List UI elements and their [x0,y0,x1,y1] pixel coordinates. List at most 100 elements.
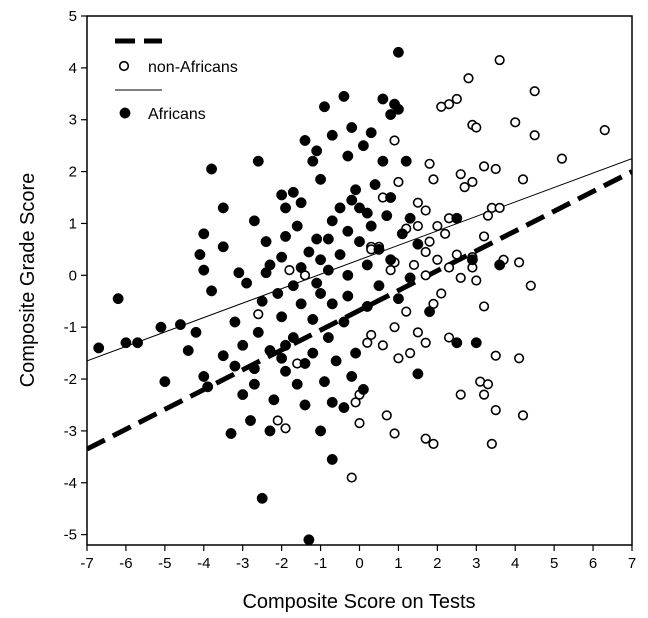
x-tick-label: -7 [80,555,93,572]
africans-point [451,337,463,349]
non-africans-point [424,236,435,247]
africans-point [132,337,144,349]
y-tick-label: -1 [64,319,77,336]
x-tick-label: 5 [550,555,558,572]
y-tick-label: -2 [64,371,77,388]
africans-point [120,337,132,349]
non-africans-point [377,340,388,351]
africans-point [357,383,369,395]
africans-point [361,207,373,219]
non-africans-point [478,161,490,172]
africans-point [494,259,506,271]
africans-point [182,345,194,356]
non-africans-point [405,348,416,359]
africans-point [291,220,303,232]
africans-point [248,378,260,390]
africans-point [385,109,397,120]
non-africans-point [401,306,412,317]
africans-point [385,254,397,266]
non-africans-point [514,353,525,364]
africans-point [295,197,307,209]
y-tick-label: 1 [69,215,77,232]
non-africans-point [471,122,482,133]
non-africans-point [463,73,474,84]
non-africans-point [280,423,291,434]
non-africans-point [486,438,497,449]
non-africans-point [428,438,439,449]
africans-point [174,319,186,331]
africans-point [338,402,350,414]
africans-point [225,428,237,439]
non-africans-point [459,182,470,193]
non-africans-fit-line [87,169,632,452]
africans-point [198,264,210,276]
africans-point [268,394,280,406]
non-africans-point [284,265,295,276]
x-tick-label: 1 [394,555,402,572]
africans-point [299,358,311,369]
africans-point [237,339,249,351]
africans-point [354,202,365,214]
x-tick-label: 4 [511,555,519,572]
x-tick-label: -3 [236,555,249,572]
africans-point [198,370,210,382]
non-africans-point [253,309,264,320]
africans-point [322,332,334,343]
africans-point [287,332,299,343]
non-africans-point [482,379,494,390]
africans-point [315,173,327,185]
non-africans-point [428,174,439,185]
africans-point [264,425,276,437]
africans-point [400,155,412,167]
africans-point [334,202,346,214]
africans-point [237,389,249,401]
africans-point [194,249,206,261]
africans-point [404,212,416,224]
non-africans-point [381,410,392,421]
africans-point [315,425,327,437]
non-africans-point [408,259,420,271]
africans-point [280,339,291,351]
non-africans-point [443,262,455,273]
africans-point [252,155,264,167]
africans-point [342,150,354,162]
non-africans-point [393,353,404,364]
africans-point [346,194,358,206]
africans-point [319,376,330,388]
africans-point [93,342,105,354]
x-tick-label: -1 [314,555,327,572]
africans-point [287,280,299,292]
africans-point [315,254,327,266]
africans-point [365,220,377,232]
data-points [93,46,610,545]
legend-label-non-africans: non-Africans [148,59,238,76]
africans-point [256,295,268,307]
non-africans-point [420,433,431,444]
x-axis-ticks: -7 -6 -5 -4 -3 -2 -1 0 1 2 3 4 5 6 7 [80,545,636,572]
africans-point [381,210,393,222]
africans-point [256,492,268,504]
non-africans-point [556,153,568,164]
africans-point [412,368,424,380]
africans-point [241,277,253,289]
africans-point [470,337,482,349]
non-africans-point [478,231,490,242]
africans-point [326,453,338,465]
africans-point [311,233,323,245]
africans-point [346,370,358,382]
non-africans-point [424,158,435,169]
africans-point [319,101,330,113]
africans-point [276,189,288,201]
africans-point [159,376,171,388]
africans-point [233,267,245,279]
x-tick-label: 6 [589,555,597,572]
plot-frame [86,15,633,546]
africans-point [385,192,397,203]
africans-point [424,306,436,318]
africans-point [373,280,385,292]
africans-point [217,350,229,362]
non-africans-point [350,397,361,408]
non-africans-point [440,228,451,239]
africans-point [326,215,338,227]
africans-point [342,269,354,281]
